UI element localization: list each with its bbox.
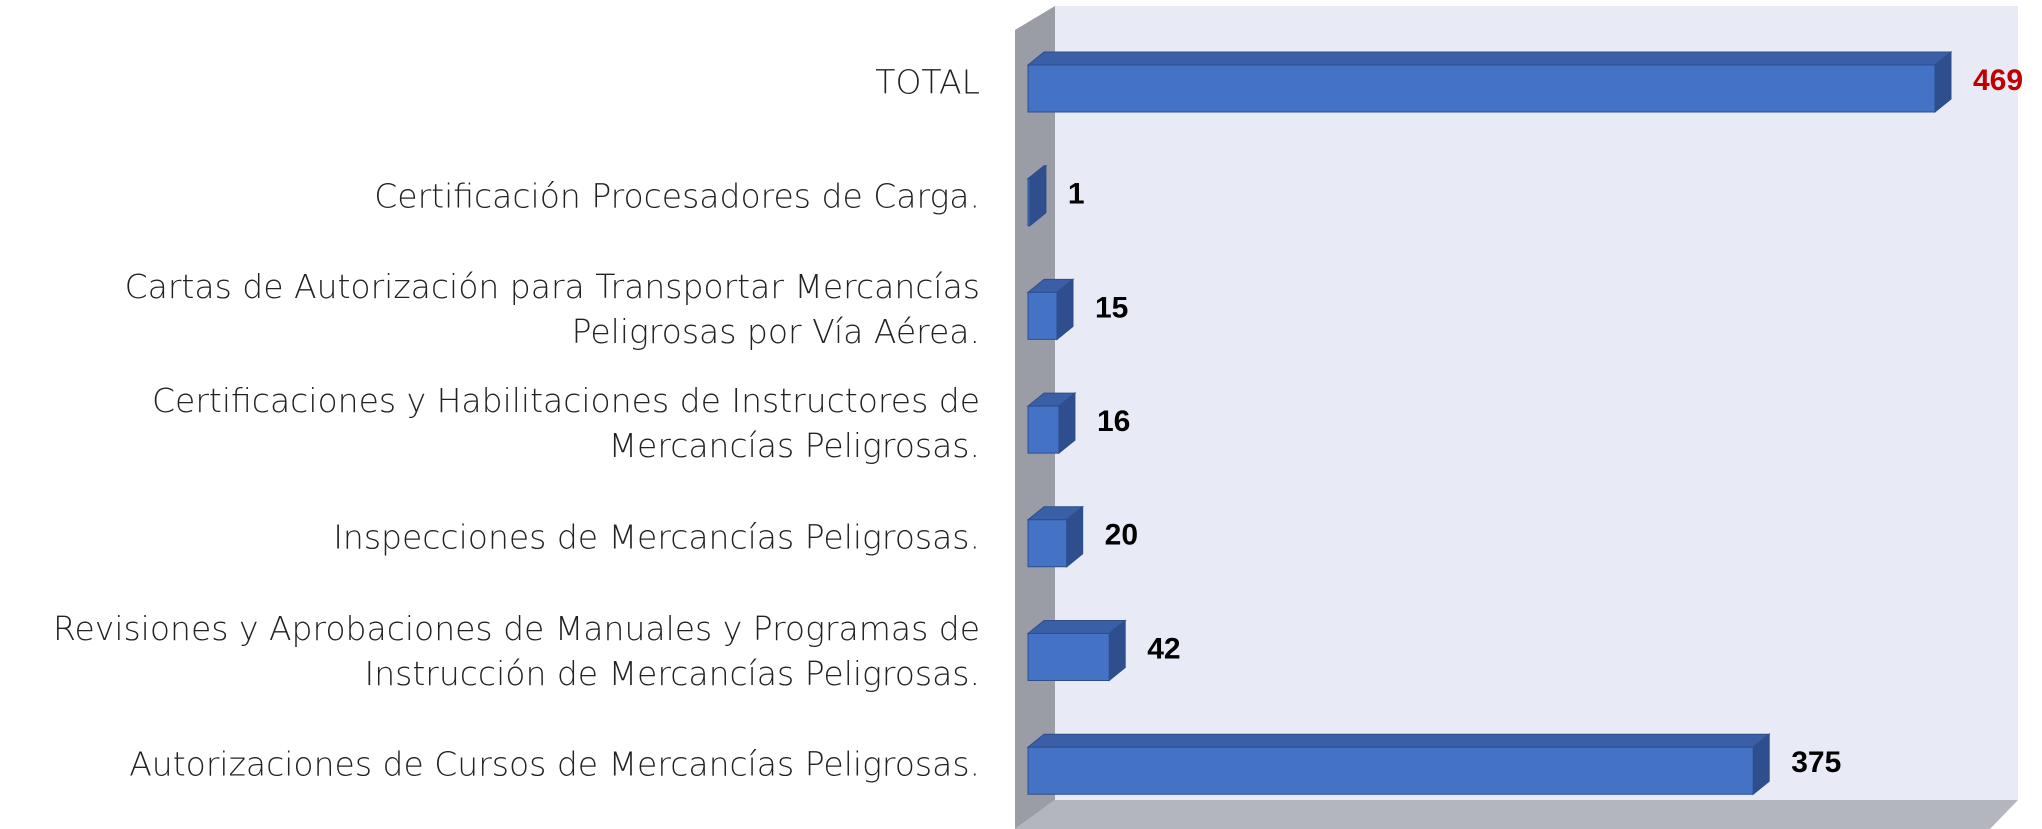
- bar-front: [1027, 291, 1058, 340]
- value-label: 20: [1105, 519, 1138, 552]
- category-label: Inspecciones de Mercancías Peligrosas.: [333, 517, 980, 557]
- bar-top: [1026, 733, 1771, 748]
- bar: [1026, 733, 1771, 796]
- floor: [1015, 800, 2018, 829]
- category-label: Certificación Procesadores de Carga.: [374, 176, 980, 216]
- value-label: 469: [1973, 64, 2023, 97]
- bar-front: [1027, 519, 1068, 568]
- bar: [1026, 619, 1127, 682]
- value-label: 16: [1097, 405, 1130, 438]
- bar: [1026, 50, 1953, 114]
- value-label: 42: [1147, 632, 1180, 665]
- bar-front: [1027, 746, 1754, 795]
- bar-top: [1026, 51, 1953, 66]
- bar-front: [1027, 405, 1060, 454]
- bar-front: [1027, 178, 1031, 227]
- bar: [1026, 164, 1048, 227]
- category-label: TOTAL: [875, 62, 980, 102]
- category-label: Revisiones y Aprobaciones de Manuales y …: [53, 608, 980, 693]
- bar: [1026, 392, 1077, 455]
- bar-front: [1027, 633, 1110, 681]
- bar: [1026, 278, 1075, 341]
- bar-front: [1027, 64, 1936, 113]
- value-label: 1: [1068, 178, 1085, 211]
- bar: [1026, 505, 1085, 568]
- value-label: 375: [1791, 746, 1841, 779]
- value-label: 15: [1095, 291, 1128, 324]
- category-label: Cartas de Autorización para Transportar …: [124, 267, 980, 352]
- bar-top: [1026, 620, 1127, 634]
- back-wall: [1055, 6, 2018, 800]
- category-label: Autorizaciones de Cursos de Mercancías P…: [129, 744, 980, 784]
- category-label: Certificaciones y Habilitaciones de Inst…: [152, 381, 980, 466]
